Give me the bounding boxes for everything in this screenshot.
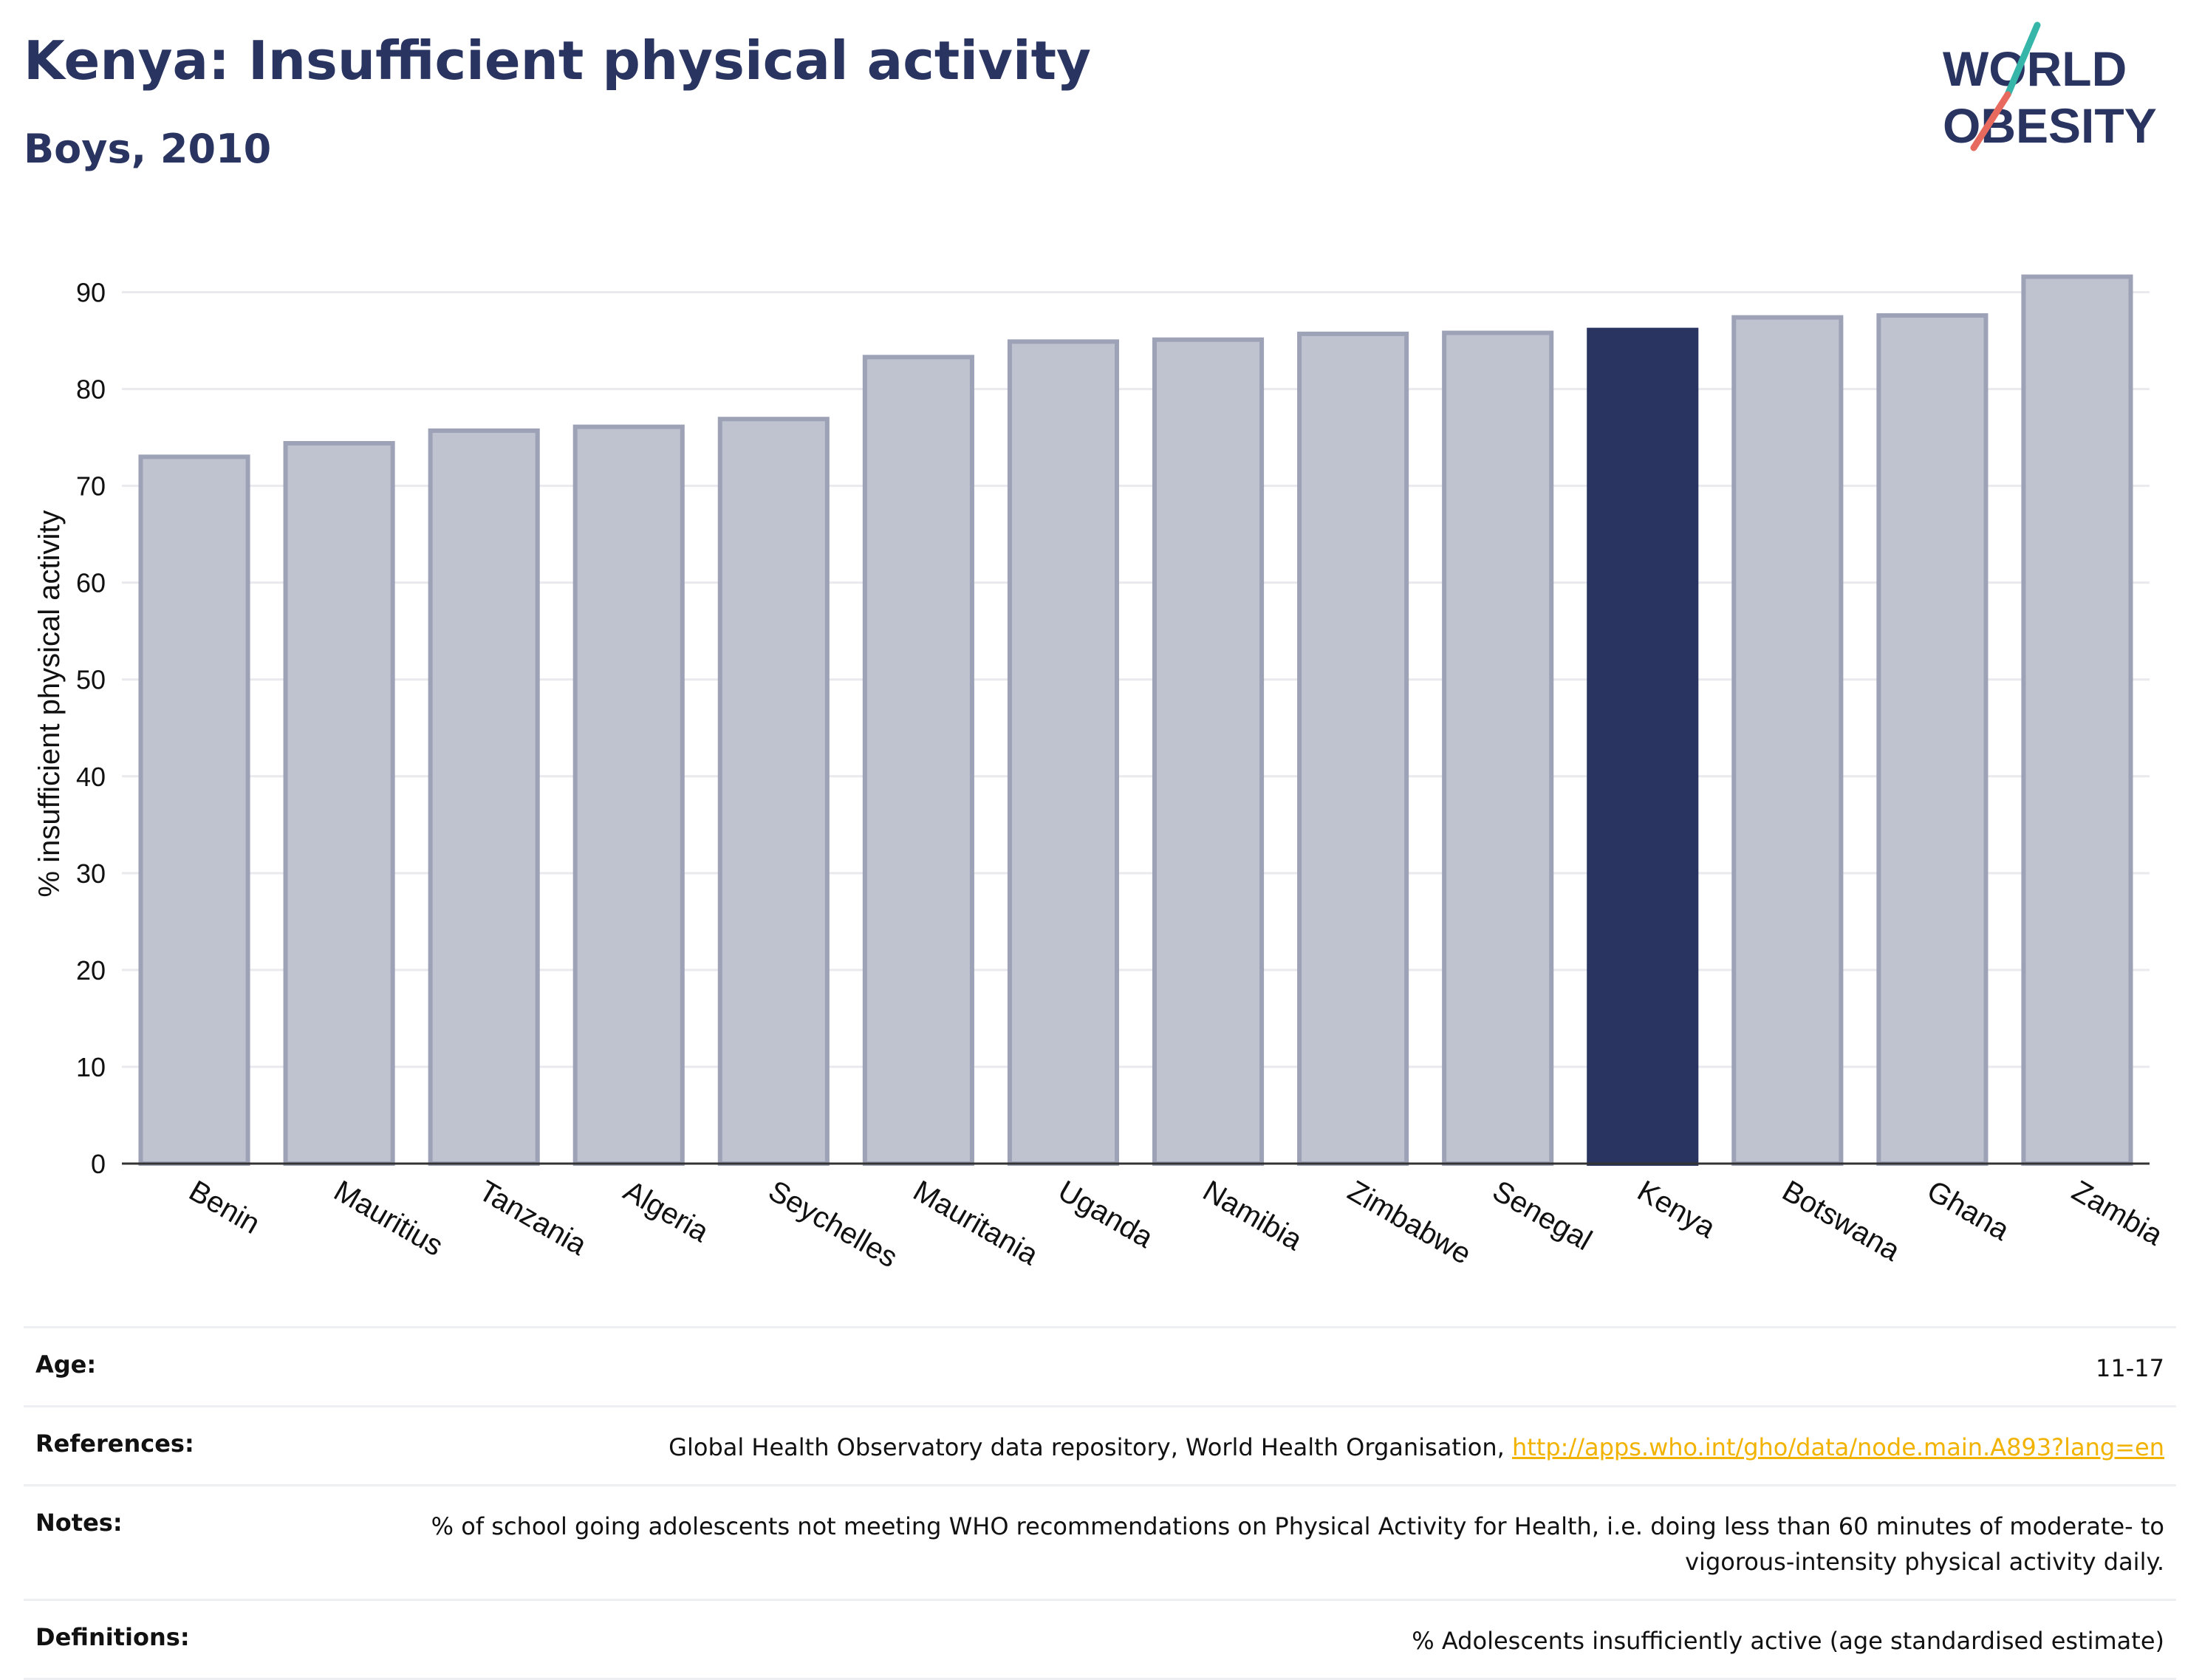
- bar-zimbabwe: [1297, 331, 1409, 1167]
- x-tick-label-algeria: Algeria: [618, 1175, 714, 1249]
- x-tick-label-mauritius: Mauritius: [329, 1175, 449, 1263]
- bar-uganda: [1007, 339, 1120, 1166]
- y-tick-label: 60: [76, 568, 106, 598]
- meta-label-age: Age:: [35, 1351, 97, 1379]
- bar-seychelles: [717, 417, 830, 1166]
- x-tick-label-uganda: Uganda: [1053, 1175, 1159, 1255]
- y-tick-label: 30: [76, 858, 106, 889]
- x-tick-label-tanzania: Tanzania: [473, 1175, 592, 1263]
- bar-senegal: [1442, 330, 1554, 1166]
- bar-mauritania: [862, 355, 974, 1167]
- y-tick-label: 10: [76, 1052, 106, 1082]
- bar-botswana: [1731, 315, 1844, 1167]
- x-tick-label-botswana: Botswana: [1777, 1175, 1906, 1268]
- meta-label-notes: Notes:: [35, 1509, 123, 1537]
- meta-label-references: References:: [35, 1430, 194, 1458]
- references-link[interactable]: http://apps.who.int/gho/data/node.main.A…: [1511, 1433, 2164, 1461]
- meta-value-age: 11-17: [2096, 1354, 2164, 1382]
- x-tick-label-benin: Benin: [184, 1175, 266, 1240]
- y-tick-label: 20: [76, 955, 106, 986]
- y-axis-label: % insufficient physical activity: [33, 511, 66, 898]
- metadata-table: Age: 11-17 References: Global Health Obs…: [24, 1326, 2176, 1680]
- chart-subtitle: Boys, 2010: [24, 126, 272, 172]
- x-tick-label-seychelles: Seychelles: [763, 1175, 903, 1274]
- grid-lines: [122, 291, 2150, 1068]
- x-tick-label-zimbabwe: Zimbabwe: [1342, 1175, 1477, 1271]
- bar-tanzania: [428, 428, 540, 1166]
- y-tick-label: 70: [76, 471, 106, 502]
- meta-value-definitions: % Adolescents insufficiently active (age…: [1412, 1627, 2164, 1655]
- y-tick-labels: 0 10 20 30 40 50 60 70 80 90: [76, 278, 106, 1179]
- y-tick-label: 90: [76, 278, 106, 308]
- bar-chart: 0 10 20 30 40 50 60 70 80 90 Benin Mauritius Tanzan…: [33, 274, 2169, 1274]
- bar-benin: [138, 454, 250, 1166]
- meta-row-age: Age: 11-17: [24, 1326, 2176, 1405]
- world-obesity-logo: WORLD OBESITY: [1943, 21, 2157, 153]
- x-tick-label-zambia: Zambia: [2066, 1175, 2168, 1252]
- meta-row-notes: Notes: % of school going adolescents not…: [24, 1484, 2176, 1599]
- logo-slash-coral: [1970, 91, 2011, 151]
- x-tick-label-mauritania: Mauritania: [908, 1175, 1044, 1272]
- meta-value-notes: % of school going adolescents not meetin…: [431, 1512, 2164, 1576]
- y-tick-label: 50: [76, 665, 106, 695]
- bar-algeria: [572, 424, 685, 1166]
- x-tick-label-kenya: Kenya: [1632, 1175, 1721, 1245]
- x-tick-labels: Benin Mauritius Tanzania Algeria Seychelles M…: [184, 1175, 2169, 1274]
- logo-line1: WORLD: [1943, 41, 2127, 96]
- bar-namibia: [1152, 337, 1265, 1167]
- logo-slash-teal: [2004, 21, 2041, 98]
- meta-row-references: References: Global Health Observatory da…: [24, 1405, 2176, 1484]
- meta-value-references: Global Health Observatory data repositor…: [669, 1430, 2164, 1465]
- y-tick-label: 80: [76, 375, 106, 405]
- bar-mauritius: [283, 440, 395, 1166]
- y-tick-label: 0: [91, 1149, 106, 1179]
- meta-row-definitions: Definitions: % Adolescents insufficientl…: [24, 1599, 2176, 1680]
- x-tick-label-ghana: Ghana: [1921, 1175, 2015, 1248]
- meta-label-definitions: Definitions:: [35, 1623, 190, 1651]
- y-tick-label: 40: [76, 762, 106, 792]
- bar-zambia: [2021, 274, 2133, 1167]
- bar-ghana: [1876, 313, 1989, 1166]
- references-text: Global Health Observatory data repositor…: [669, 1433, 1512, 1461]
- x-tick-label-senegal: Senegal: [1487, 1175, 1597, 1257]
- bars: [138, 274, 2133, 1167]
- chart-title: Kenya: Insufficient physical activity: [24, 30, 1091, 92]
- bar-kenya: [1587, 327, 1699, 1166]
- x-tick-label-namibia: Namibia: [1197, 1175, 1308, 1257]
